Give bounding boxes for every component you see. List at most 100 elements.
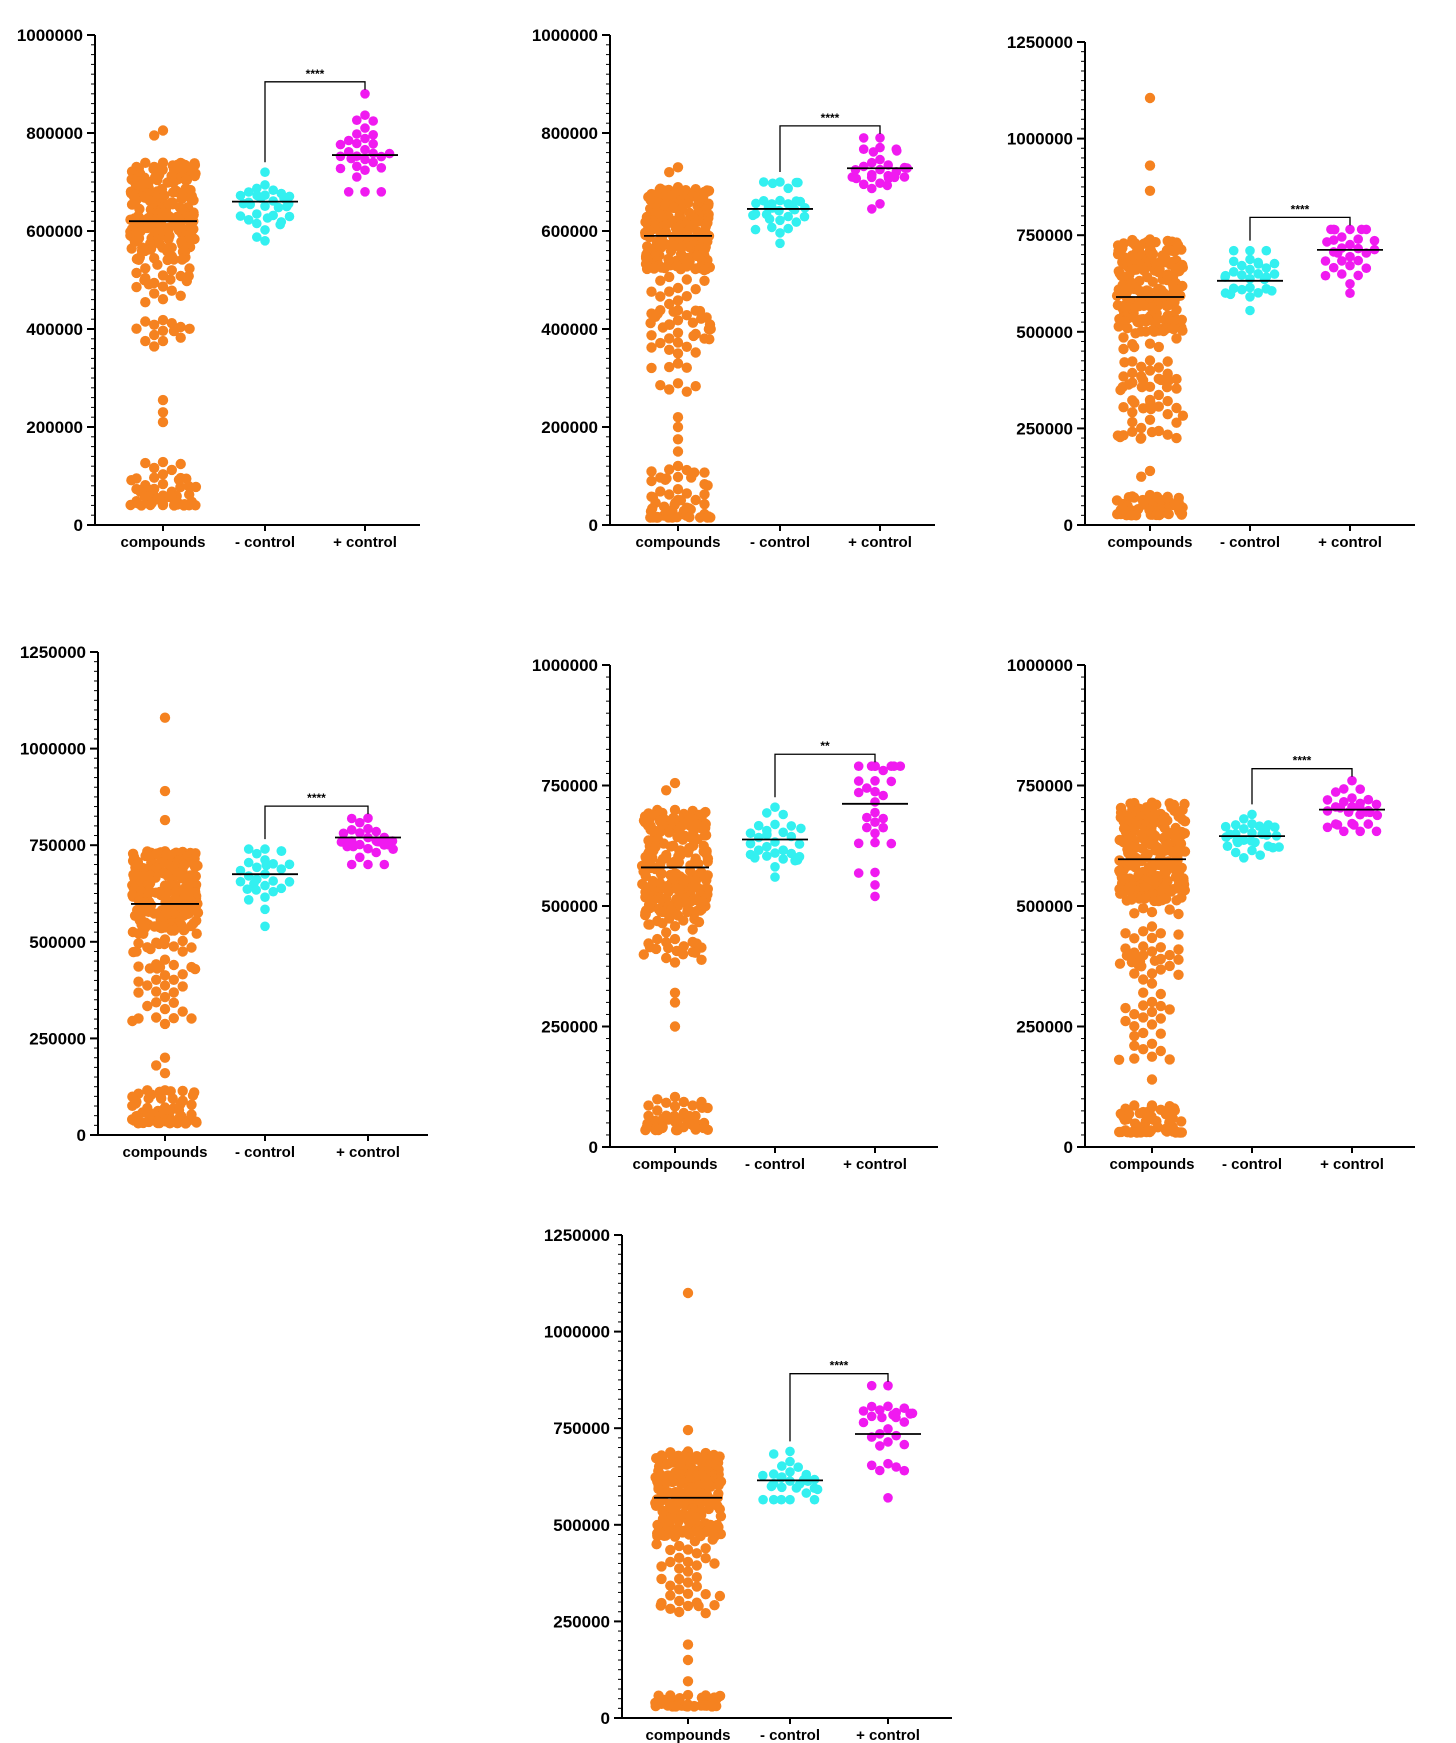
pos-control-point: [875, 1405, 885, 1415]
compound-point: [655, 275, 666, 286]
y-tick-label: 600000: [26, 222, 83, 241]
neg-control-point: [793, 177, 803, 188]
compound-point: [1173, 908, 1184, 920]
compound-point: [655, 486, 666, 497]
compound-point: [1134, 275, 1145, 287]
neg-control-point: [243, 187, 254, 197]
compound-point: [1138, 1027, 1149, 1039]
compound-point: [178, 925, 189, 936]
compound-point: [1134, 1108, 1146, 1119]
neg-control-point: [276, 864, 287, 874]
neg-control-point: [796, 823, 806, 834]
pos-control-point: [1355, 826, 1365, 837]
pos-control-point: [882, 180, 893, 191]
chart-panel-top-left: 0 200000 400000 600000 800000 1000000 compound…: [17, 26, 420, 551]
pos-control-point: [1345, 224, 1355, 235]
pos-control-point: [1371, 799, 1382, 810]
compound-point: [1145, 403, 1157, 415]
pos-control-point: [1361, 263, 1372, 274]
compound-point: [168, 997, 179, 1008]
compound-point: [1119, 357, 1130, 368]
compound-point: [651, 512, 662, 523]
compound-point: [709, 1600, 720, 1611]
neg-control-point: [275, 219, 286, 230]
neg-control-point: [775, 228, 785, 238]
compound-point: [1153, 341, 1165, 353]
compound-point: [186, 1099, 197, 1111]
pos-control-point: [883, 173, 894, 184]
pos-control-point: [1332, 820, 1343, 830]
compound-point: [1171, 417, 1182, 428]
compound-point: [1177, 410, 1189, 421]
compound-point: [168, 177, 179, 188]
compound-point: [133, 1118, 144, 1129]
pos-control-point: [870, 807, 880, 818]
y-tick-label: 500000: [541, 897, 598, 916]
pos-control-point: [875, 199, 885, 209]
compound-point: [1168, 323, 1179, 335]
neg-control-point: [1267, 286, 1277, 296]
compound-point: [1154, 509, 1165, 521]
pos-control-point: [1335, 803, 1346, 813]
compound-point: [687, 1100, 698, 1111]
compound-point: [650, 1700, 661, 1712]
pos-control-point: [867, 157, 877, 168]
pos-control-point: [1363, 794, 1374, 805]
compound-point: [1129, 1040, 1140, 1052]
pos-control-point: [360, 154, 370, 165]
compound-point: [663, 827, 675, 838]
compound-point: [665, 841, 676, 852]
neg-control-point: [745, 828, 756, 838]
neg-control-point: [1222, 841, 1233, 851]
compound-point: [159, 970, 171, 981]
compound-point: [691, 1572, 702, 1583]
compound-point: [640, 1124, 651, 1136]
compound-point: [1155, 964, 1167, 975]
compound-point: [172, 1118, 183, 1129]
pos-control-point: [360, 123, 370, 133]
compound-point: [1164, 904, 1175, 915]
compound-point: [682, 1588, 694, 1600]
compound-point: [1146, 978, 1158, 989]
compound-point: [1136, 961, 1147, 972]
compound-point: [157, 325, 169, 336]
pos-control-point: [899, 1439, 910, 1450]
compound-point: [664, 271, 675, 283]
neg-control-point: [268, 886, 279, 897]
compound-point: [675, 264, 686, 275]
compound-point: [125, 214, 136, 225]
compound-point: [1146, 1038, 1158, 1050]
pos-control-point: [1363, 819, 1374, 829]
neg-control-point: [785, 1456, 795, 1467]
compound-point: [682, 1424, 694, 1436]
compound-point: [669, 987, 681, 998]
compound-point: [641, 263, 653, 275]
neg-control-point: [790, 855, 800, 866]
compound-point: [645, 317, 656, 329]
compound-point: [1177, 325, 1188, 336]
pos-control-point: [867, 204, 877, 214]
neg-control-point: [768, 1469, 779, 1479]
pos-control-point: [342, 841, 353, 852]
pos-control-point: [870, 880, 880, 890]
compound-point: [140, 457, 151, 469]
compound-point: [650, 943, 662, 955]
compound-point: [1171, 373, 1182, 385]
x-category-label: - control: [745, 1156, 805, 1173]
neg-control-point: [758, 1470, 768, 1481]
compound-point: [1122, 322, 1133, 334]
pos-control-point: [862, 822, 872, 833]
pos-control-point: [346, 825, 357, 835]
neg-control-point: [1253, 288, 1263, 298]
compound-point: [665, 1556, 676, 1568]
compound-point: [1158, 325, 1169, 337]
compound-point: [152, 259, 163, 270]
compound-point: [656, 1573, 667, 1585]
neg-control-point: [750, 224, 761, 235]
pos-control-point: [360, 110, 370, 120]
compound-point: [1171, 432, 1182, 444]
compound-point: [1146, 1074, 1158, 1085]
compound-point: [1149, 955, 1161, 966]
neg-control-point: [1225, 289, 1236, 300]
compound-point: [646, 330, 657, 341]
